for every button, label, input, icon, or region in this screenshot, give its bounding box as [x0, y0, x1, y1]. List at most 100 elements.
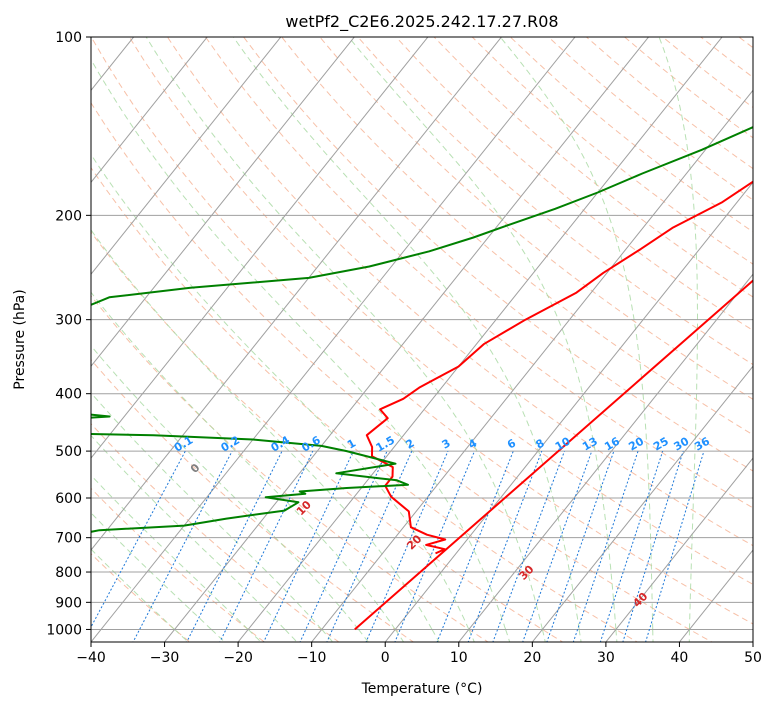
x-tick-label: 40: [671, 650, 689, 666]
isotherm-line: [0, 10, 8, 654]
mixing-ratio-line: [492, 450, 565, 642]
isotherm-line: [458, 273, 753, 642]
dry-adiabat-label: 20: [404, 532, 424, 552]
mixing-ratio-line: [263, 450, 354, 642]
moist-adiabat-line: [91, 58, 507, 630]
y-tick-label: 900: [55, 595, 82, 611]
x-tick-label: 10: [450, 650, 468, 666]
isotherm-line: [605, 457, 753, 642]
temperature-profile-line: [354, 180, 753, 631]
moist-adiabat-line: [431, 629, 440, 642]
isotherm-line: [237, 37, 723, 642]
moist-adiabat-line: [91, 512, 212, 630]
dry-adiabat-line: [205, 37, 753, 509]
moist-adiabat-line: [91, 229, 433, 630]
isotherm-line: [91, 37, 355, 367]
moist-adiabat-line: [615, 629, 618, 642]
y-tick-label: 1000: [46, 622, 82, 638]
dry-adiabat-line: [91, 553, 191, 642]
mixing-ratio-label: 4: [466, 436, 479, 451]
isotherm-line: [752, 641, 753, 642]
moist-adiabat-line: [91, 153, 470, 630]
moist-adiabat-line: [91, 291, 396, 630]
y-axis-label: Pressure (hPa): [12, 289, 28, 389]
mixing-ratio-line: [365, 450, 449, 642]
dry-adiabat-line: [166, 37, 753, 547]
mixing-ratio-line: [219, 450, 314, 642]
moist-adiabat-line: [145, 37, 543, 630]
y-tick-label: 800: [55, 565, 82, 581]
x-axis-label: Temperature (°C): [361, 681, 483, 697]
mixing-ratio-label: 6: [505, 436, 518, 451]
mixing-ratio-line: [645, 450, 705, 642]
mixing-ratio-line: [186, 450, 283, 642]
x-tick-label: −20: [223, 650, 253, 666]
mixing-ratio-label: 8: [533, 437, 546, 452]
x-tick-label: −30: [150, 650, 180, 666]
mixing-ratio-line: [599, 450, 664, 642]
moist-adiabat-line: [688, 629, 690, 642]
moist-adiabat-line: [91, 344, 359, 630]
moist-adiabat-line: [578, 629, 582, 642]
dry-adiabat-line: [548, 37, 753, 201]
isotherm-line: [91, 37, 208, 184]
y-tick-label: 600: [55, 491, 82, 507]
dry-adiabat-line: [91, 423, 340, 642]
dry-adiabat-line: [91, 487, 266, 642]
x-tick-label: 30: [597, 650, 615, 666]
isotherm-line: [384, 181, 753, 642]
isotherm-line: [163, 37, 650, 642]
moist-adiabat-line: [505, 629, 511, 642]
moist-adiabat-line: [658, 37, 698, 630]
dewpoint-profile-line: [91, 126, 753, 533]
mixing-ratio-label: 2: [403, 437, 416, 452]
dry-adiabat-line: [624, 37, 753, 139]
dry-adiabat-label: 10: [294, 498, 314, 518]
isotherm-line: [531, 365, 753, 642]
isotherm-line: [91, 37, 503, 551]
moist-adiabat-line: [358, 629, 369, 642]
dry-adiabat-line: [471, 37, 753, 265]
isotherm-line: [678, 549, 753, 642]
plot-frame: [90, 36, 754, 643]
mixing-ratio-label: 3: [440, 437, 453, 452]
mixing-ratio-line: [394, 450, 475, 642]
moist-adiabat-line: [468, 629, 475, 642]
mixing-ratio-line: [622, 450, 684, 642]
moist-adiabat-line: [499, 37, 654, 630]
dry-adiabat-line: [509, 37, 753, 233]
dry-adiabat-line: [281, 37, 753, 436]
moist-adiabat-line: [232, 37, 580, 630]
x-tick-label: 20: [523, 650, 541, 666]
moist-adiabat-line: [541, 629, 546, 642]
moist-adiabat-line: [652, 629, 654, 642]
dry-adiabat-line: [91, 358, 415, 642]
moist-adiabat-line: [91, 548, 175, 630]
line-labels: 0.10.20.40.611.52346810131620253036-100-…: [172, 433, 712, 609]
mixing-ratio-line: [436, 450, 514, 642]
y-tick-label: 400: [55, 387, 82, 403]
mixing-ratio-line: [467, 450, 543, 642]
moist-adiabat-line: [348, 37, 617, 630]
dry-adiabat-line: [91, 295, 489, 642]
dry-adiabat-line: [91, 166, 639, 642]
moist-adiabat-line: [321, 629, 334, 642]
y-tick-label: 300: [55, 313, 82, 329]
x-tick-label: −10: [297, 650, 327, 666]
x-tick-label: 50: [744, 650, 762, 666]
y-tick-label: 200: [55, 208, 82, 224]
isotherm-line: [91, 37, 282, 276]
y-tick-label: 100: [55, 30, 82, 46]
dry-adiabat-line: [91, 231, 564, 642]
moist-adiabat-line: [91, 474, 249, 630]
dry-adiabat-line: [395, 37, 753, 332]
background-grid: [0, 10, 753, 654]
isotherm-line: [311, 89, 753, 642]
dry-adiabat-line: [91, 101, 713, 642]
moist-adiabat-line: [284, 629, 298, 642]
x-tick-label: −40: [76, 650, 106, 666]
moist-adiabat-line: [91, 434, 286, 630]
profile-lines: [91, 126, 753, 631]
dry-adiabat-line: [433, 37, 753, 298]
